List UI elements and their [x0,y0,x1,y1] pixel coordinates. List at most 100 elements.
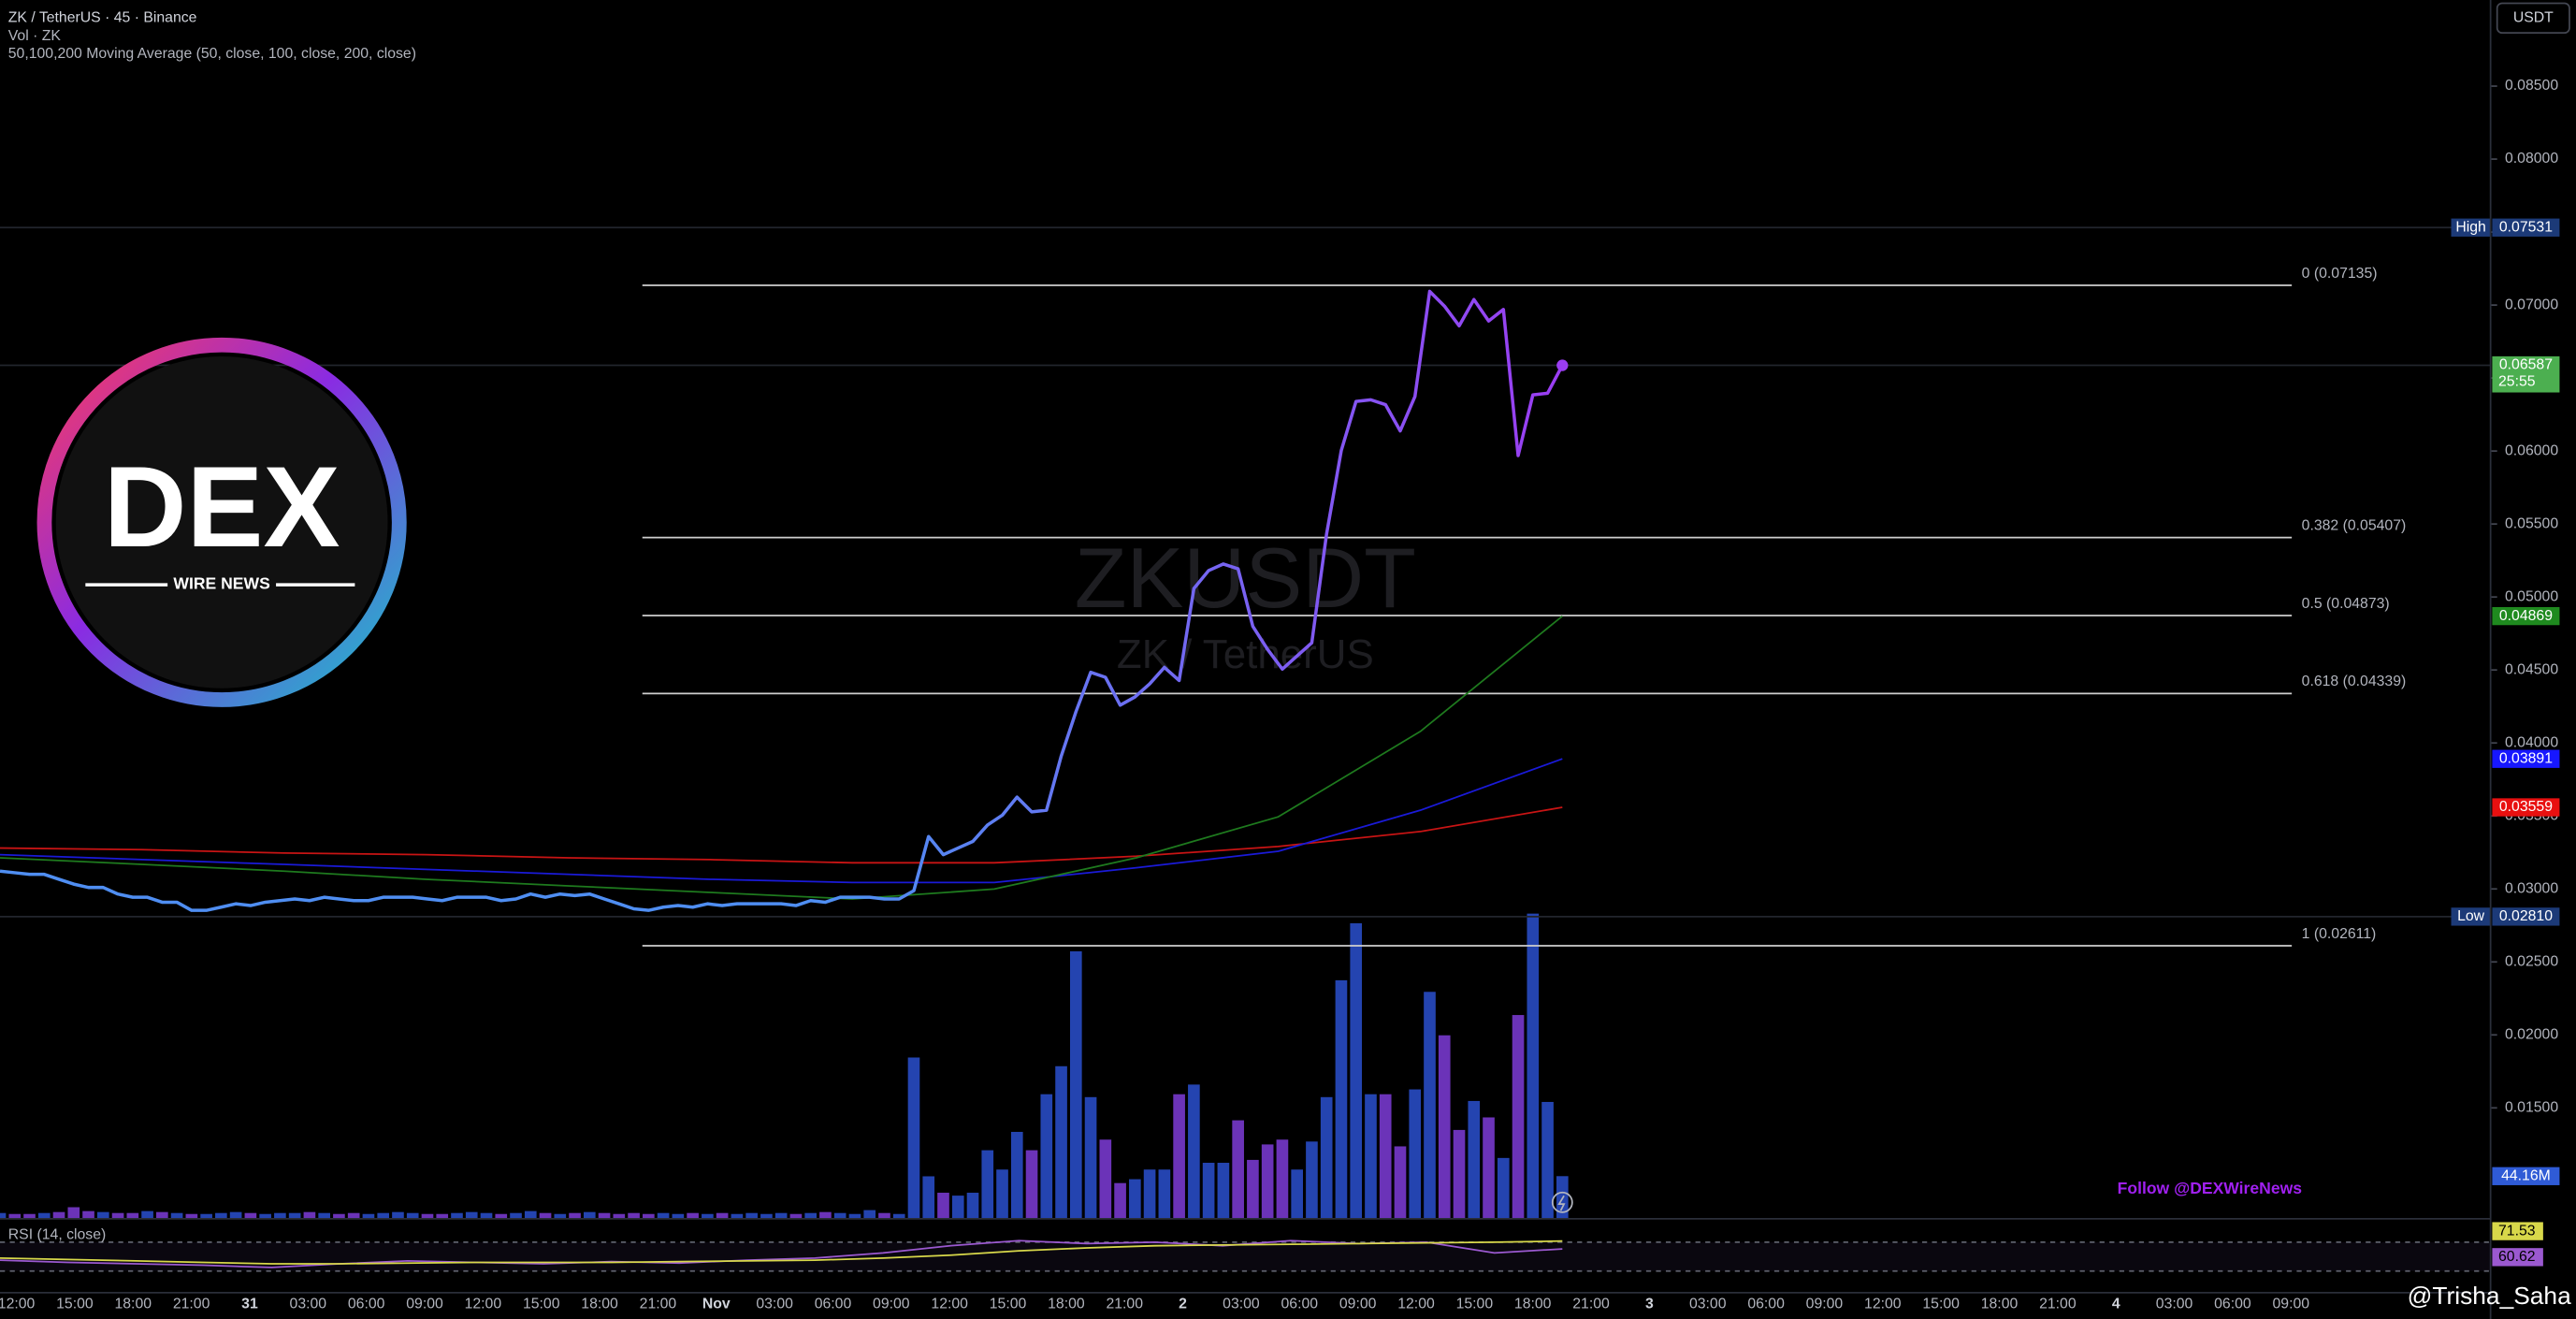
x-tick-label: 2 [1179,1296,1187,1312]
logo-disc [55,356,388,688]
y-tick-label: 0.05500 [2505,515,2558,531]
volume-bar [215,1212,227,1219]
price-marker-box [2492,907,2560,926]
volume-bar [628,1212,640,1219]
rsi-value-box [2492,1222,2543,1240]
y-tick-label: 0.02000 [2505,1026,2558,1042]
volume-bar [833,1212,847,1219]
volume-bar [1114,1182,1126,1219]
currency-button-frame[interactable] [2496,2,2570,34]
price-marker-label: 0.02810 [2499,908,2553,924]
x-tick-label: 21:00 [1572,1296,1610,1312]
x-tick-label: 15:00 [1456,1296,1494,1312]
volume-marker-label: 44.16M [2501,1167,2551,1183]
x-tick-label: 12:00 [465,1296,502,1312]
volume-bar [170,1212,183,1219]
volume-bar [1055,1065,1067,1219]
x-tick-label: 03:00 [1223,1296,1260,1312]
price-countdown: 25:55 [2498,373,2536,389]
volume-bar [1453,1129,1466,1219]
volume-bar [1025,1150,1038,1219]
volume-bar [1084,1096,1097,1219]
alert-bolt [1557,1195,1566,1211]
volume-bar [1438,1035,1451,1219]
volume-bar [510,1212,522,1219]
volume-bar [745,1212,758,1219]
volume-bar [0,1212,7,1219]
x-tick-label: 09:00 [873,1296,910,1312]
volume-bar [421,1213,434,1219]
x-tick-label: 12:00 [931,1296,968,1312]
rsi-value-box [2492,1248,2543,1267]
currency-label[interactable]: USDT [2513,9,2554,25]
x-tick-label: 06:00 [1747,1296,1785,1312]
volume-bar [67,1207,80,1219]
x-tick-label: 21:00 [640,1296,677,1312]
volume-legend: Vol · ZK [8,28,62,44]
volume-bar [23,1213,36,1219]
volume-bar [1350,922,1363,1219]
volume-bar [1276,1139,1289,1219]
x-tick-label: 21:00 [2039,1296,2077,1312]
watermark-symbol: ZKUSDT [1075,530,1416,626]
volume-bar [687,1212,699,1219]
volume-bar [1099,1139,1112,1219]
fib-label: 1 (0.02611) [2302,926,2377,942]
volume-bar [52,1211,65,1219]
last-price-dot [1556,359,1569,371]
volume-bar [1409,1089,1422,1219]
y-tick-label: 0.06000 [2505,442,2558,458]
volume-bar [702,1213,714,1219]
volume-bar [848,1213,861,1219]
x-tick-label: 03:00 [2156,1296,2193,1312]
price-marker-box [2492,218,2560,237]
x-tick-label: 03:00 [756,1296,793,1312]
alert-circle [1551,1191,1573,1213]
volume-bar [760,1213,773,1219]
volume-bar [937,1193,949,1219]
volume-bar [598,1212,611,1219]
volume-bar [1291,1169,1303,1219]
logo-ring [36,337,407,707]
volume-bar [804,1212,817,1219]
follow-note: Follow @DEXWireNews [2118,1179,2303,1197]
price-tag-box [2451,218,2491,237]
volume-bar [377,1212,390,1219]
volume-bar [643,1213,655,1219]
volume-bar [907,1057,920,1219]
y-tick-label: 0.03000 [2505,880,2558,896]
volume-bar [731,1213,744,1219]
x-tick-label: 06:00 [2214,1296,2251,1312]
volume-bar [1394,1146,1407,1219]
x-tick-label: 03:00 [1689,1296,1727,1312]
ma-legend: 50,100,200 Moving Average (50, close, 10… [8,46,416,62]
x-tick-label: 06:00 [815,1296,852,1312]
volume-bar [229,1211,242,1219]
alert-icon [1551,1191,1573,1213]
logo-title: DEX [104,443,340,572]
volume-bar [288,1212,301,1219]
volume-bar [789,1213,803,1219]
volume-bar [1468,1100,1481,1219]
x-tick-label: 15:00 [523,1296,560,1312]
y-tick-label: 0.05000 [2505,588,2558,604]
volume-bar [1261,1144,1274,1219]
volume-bar [1483,1117,1495,1219]
volume-bar [1129,1179,1141,1219]
volume-bar [1247,1159,1259,1219]
volume-bar [495,1213,508,1219]
volume-bar [156,1211,168,1219]
volume-bar [672,1213,685,1219]
volume-bar [1541,1101,1554,1219]
author: @Trisha_Saha [2408,1282,2571,1310]
rsi-line [0,1239,1563,1265]
volume-bar [333,1213,345,1219]
volume-bar [259,1213,271,1219]
currency-button[interactable]: USDT [2496,2,2570,34]
y-tick-label: 0.02500 [2505,953,2558,969]
price-tag: High [2455,219,2486,235]
volume-bar [1143,1169,1156,1219]
volume-marker-box [2492,1167,2560,1185]
volume-bar [1424,992,1436,1219]
